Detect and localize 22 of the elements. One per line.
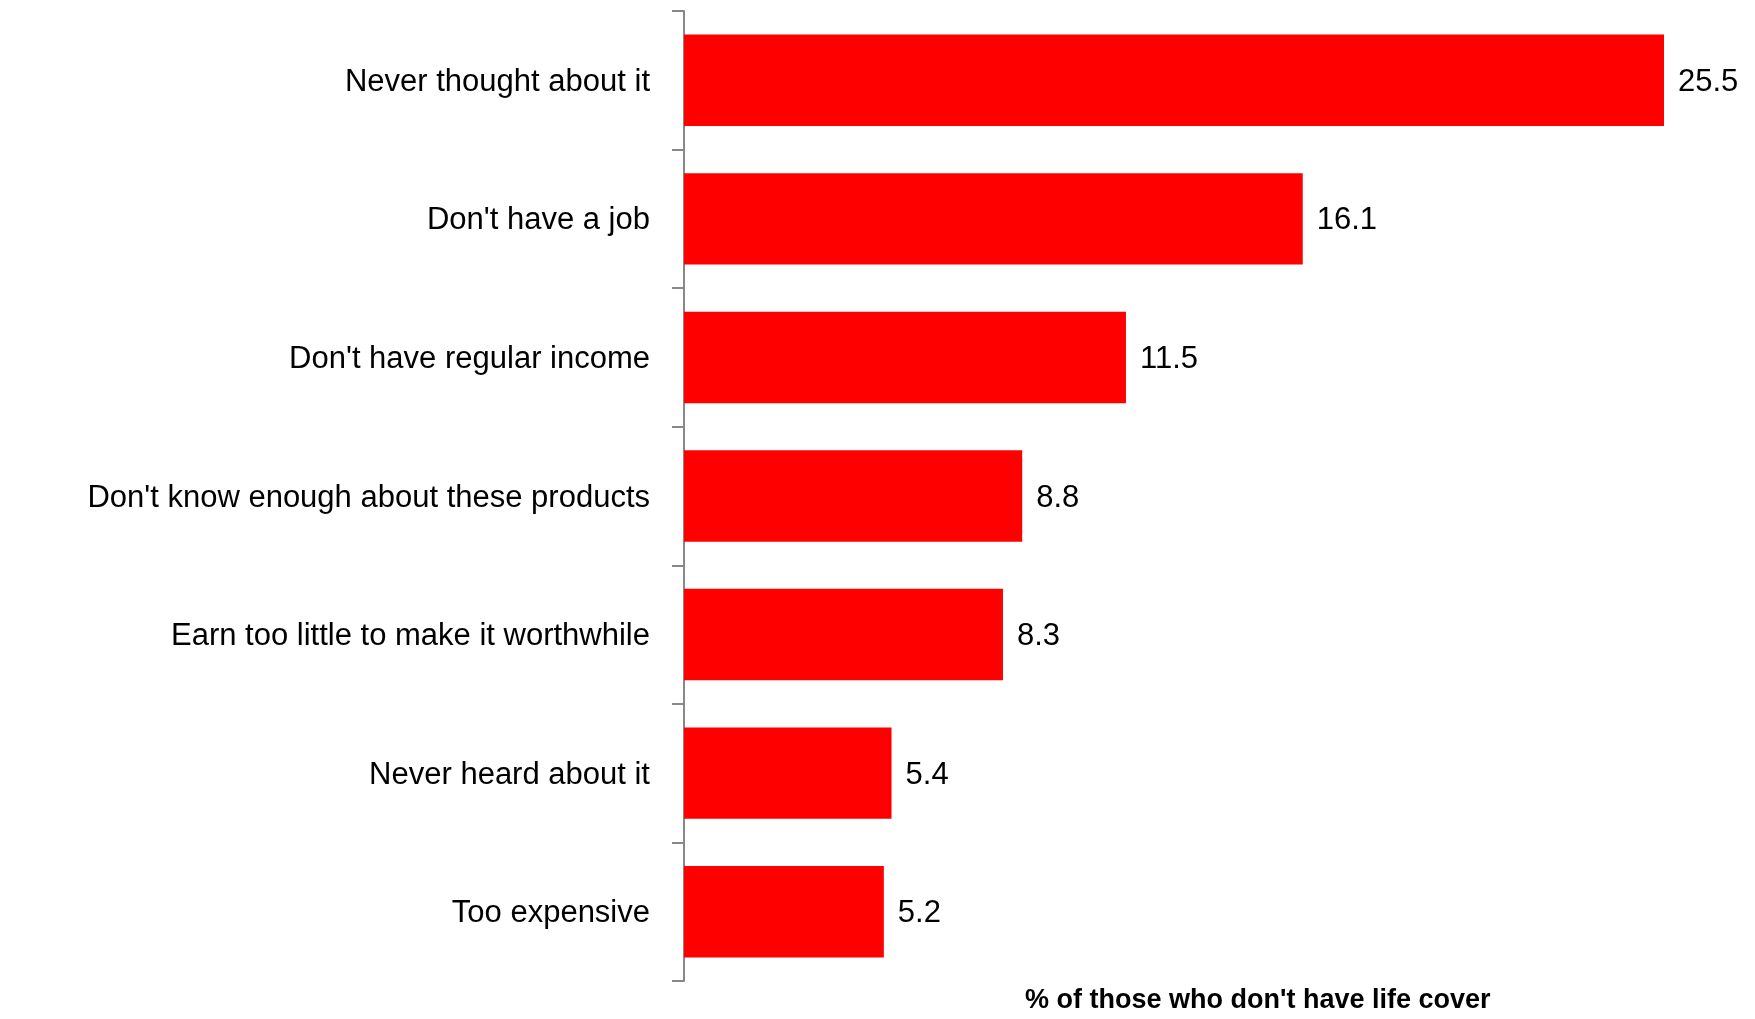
data-label: 11.5 <box>1139 339 1199 375</box>
y-tick-label: Earn too little to make it worthwhile <box>171 617 650 653</box>
bar <box>684 588 1003 681</box>
data-label: 5.2 <box>897 894 941 930</box>
y-tick-label: Never heard about it <box>369 755 651 791</box>
bar <box>684 727 892 819</box>
bar <box>684 311 1126 404</box>
data-label: 25.5 <box>1678 62 1739 98</box>
bar <box>684 865 884 958</box>
y-tick-label: Never thought about it <box>344 62 651 98</box>
y-tick-label: Don't have a job <box>426 201 650 237</box>
y-tick-label: Don't know enough about these products <box>87 478 650 514</box>
y-tick-label: Don't have regular income <box>289 339 650 375</box>
bar <box>684 34 1664 127</box>
x-axis-title: % of those who don't have life cover <box>1025 983 1491 1014</box>
data-label: 8.8 <box>1036 478 1080 514</box>
data-label: 16.1 <box>1316 201 1378 237</box>
bar <box>684 450 1023 542</box>
bar <box>684 173 1303 265</box>
y-tick-label: Too expensive <box>451 894 650 930</box>
data-label: 5.4 <box>905 755 949 791</box>
data-label: 8.3 <box>1016 617 1061 653</box>
